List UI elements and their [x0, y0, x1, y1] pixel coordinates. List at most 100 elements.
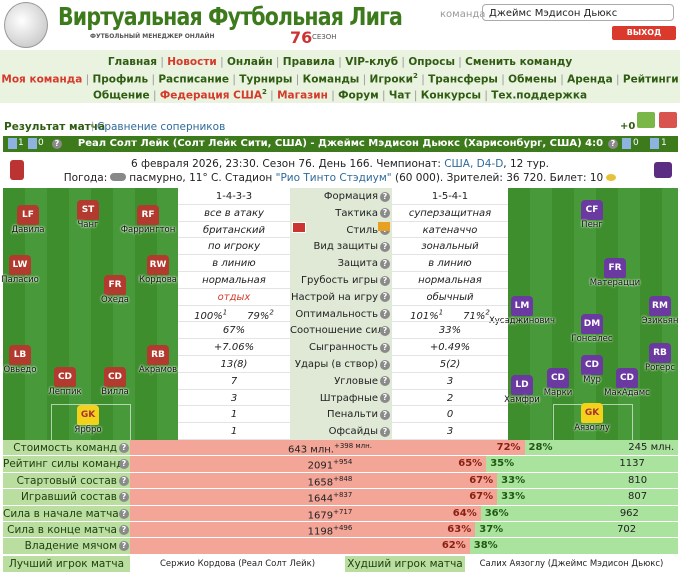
nav-link[interactable]: Чат: [388, 89, 411, 102]
bar-right: [486, 456, 678, 472]
player-name[interactable]: Пенг: [581, 220, 603, 230]
stats-label-bg: [290, 238, 392, 256]
event-count: 1: [18, 138, 24, 148]
help-icon: ?: [119, 508, 129, 519]
nav-link[interactable]: Форум: [338, 89, 379, 102]
player-shirt: CD: [104, 367, 126, 387]
season-number: 76: [290, 28, 313, 47]
nav-link[interactable]: Правила: [282, 56, 335, 68]
event-count: 0: [633, 138, 639, 148]
nav-link[interactable]: Главная: [107, 56, 158, 68]
nav-link[interactable]: Общение: [92, 89, 150, 102]
player-name[interactable]: Чанг: [77, 220, 99, 230]
player-name[interactable]: Гонсалес: [571, 334, 613, 344]
match-score: 4:0: [585, 138, 604, 149]
stats-value: 2: [446, 392, 454, 404]
compare-label-bg: [3, 440, 130, 456]
nav-link[interactable]: Федерация США: [159, 89, 262, 102]
nav-separator: |: [82, 73, 93, 86]
player-name[interactable]: Аязоглу: [574, 423, 610, 433]
player-name[interactable]: Хамфри: [504, 395, 540, 405]
stats-label-bg: [290, 322, 392, 340]
nav-link[interactable]: Команды: [302, 73, 360, 86]
player-name[interactable]: Овьедо: [3, 365, 37, 375]
logout-button[interactable]: ВЫХОД: [612, 26, 676, 40]
player-name[interactable]: Ярбро: [74, 425, 102, 435]
help-icon: ?: [119, 475, 129, 486]
nav-link[interactable]: Расписание: [158, 73, 230, 86]
player-name[interactable]: Паласио: [1, 275, 39, 285]
player-name[interactable]: Мур: [583, 375, 601, 385]
stats-label-bg: [290, 272, 392, 289]
bar-left: [130, 472, 498, 489]
player-name[interactable]: Охеда: [100, 295, 130, 305]
value-left: 2091+954: [230, 458, 430, 471]
value-left: 1679+717: [230, 508, 430, 521]
nav-link[interactable]: Обмены: [508, 73, 557, 86]
player-name[interactable]: Хусаджинович: [488, 316, 556, 326]
bar-left: [130, 489, 498, 505]
nav-bg: [0, 50, 680, 103]
nav-link[interactable]: Трансферы: [428, 73, 498, 86]
nav-link[interactable]: Магазин: [277, 89, 328, 102]
player-shirt: CF: [581, 200, 603, 220]
player-shirt: ST: [77, 200, 99, 220]
nav-link[interactable]: Конкурсы: [420, 89, 482, 102]
player-name[interactable]: Марки: [543, 388, 573, 398]
best-player[interactable]: Сержио Кордова (Реал Солт Лейк): [159, 559, 316, 569]
stats-value: в линию: [428, 258, 472, 270]
player-name[interactable]: Матерацци: [589, 278, 641, 288]
stats-part-value: 71%: [463, 310, 486, 322]
player-name[interactable]: Кордова: [139, 275, 177, 285]
player-shirt: FR: [604, 258, 626, 278]
nav-link[interactable]: Новости: [167, 56, 217, 68]
stadium-name[interactable]: "Рио Тинто Стэдиум": [275, 172, 392, 184]
stats-value: 67%: [222, 325, 246, 337]
player-name[interactable]: Фаррингтон: [120, 225, 176, 235]
tab-active[interactable]: Результат матча: [4, 121, 106, 133]
round-text: , 12 тур.: [503, 158, 549, 170]
bar-right: [524, 440, 678, 456]
bar-left: [130, 538, 470, 554]
player-name[interactable]: Рогерс: [644, 363, 676, 373]
stats-value: 1-5-4-1: [431, 191, 469, 202]
player-name[interactable]: МакАдамс: [604, 388, 650, 398]
pitch-box: [50, 404, 131, 440]
tab-other[interactable]: Сравнение соперников: [97, 121, 226, 133]
stats-label: Пенальти: [327, 409, 378, 421]
player-shirt: FR: [104, 275, 126, 295]
dislike-icon: [659, 112, 677, 128]
nav-link[interactable]: Аренда: [567, 73, 613, 86]
stats-value: +7.06%: [213, 342, 255, 354]
player-shirt: LB: [9, 345, 31, 365]
nav-link[interactable]: Моя команда: [1, 73, 83, 86]
date-text: 6 февраля 2026, 23:30. Сезон 76. День 16…: [130, 158, 445, 170]
pct-left: 67%: [469, 474, 494, 486]
nav-link[interactable]: Игроки: [369, 73, 414, 86]
nav-link[interactable]: Опросы: [408, 56, 455, 68]
player-name[interactable]: Леппик: [48, 387, 82, 397]
team-select[interactable]: Джеймс Мэдисон Дьюкс: [482, 4, 674, 21]
nav-link[interactable]: Профиль: [92, 73, 149, 86]
player-shirt: LW: [9, 255, 31, 275]
player-name[interactable]: Давила: [11, 225, 45, 235]
league-link[interactable]: США, D4-D: [444, 158, 504, 170]
player-name[interactable]: Эзикьян: [641, 316, 679, 326]
nav-link[interactable]: Турниры: [239, 73, 293, 86]
style-flag: [292, 222, 306, 233]
bar-right: [480, 505, 678, 521]
nav-link[interactable]: Сменить команду: [465, 56, 573, 68]
nav-link[interactable]: Тех.поддержка: [491, 89, 588, 102]
nav-link[interactable]: Рейтинги: [622, 73, 679, 86]
stats-value: 0: [446, 409, 454, 421]
value-left-main: 2091: [307, 460, 334, 472]
stats-value: британский: [202, 224, 266, 236]
worst-player[interactable]: Салих Аязоглу (Джеймс Мэдисон Дьюкс): [479, 559, 664, 569]
nav-link[interactable]: Онлайн: [227, 56, 273, 68]
stats-part-value: 100%: [194, 310, 223, 322]
nav-link[interactable]: VIP-клуб: [345, 56, 399, 68]
player-name[interactable]: Акрамов: [138, 365, 178, 375]
stats-label-bg: [290, 188, 392, 205]
player-name[interactable]: Вилла: [101, 387, 129, 397]
value-right: 702: [617, 524, 637, 535]
